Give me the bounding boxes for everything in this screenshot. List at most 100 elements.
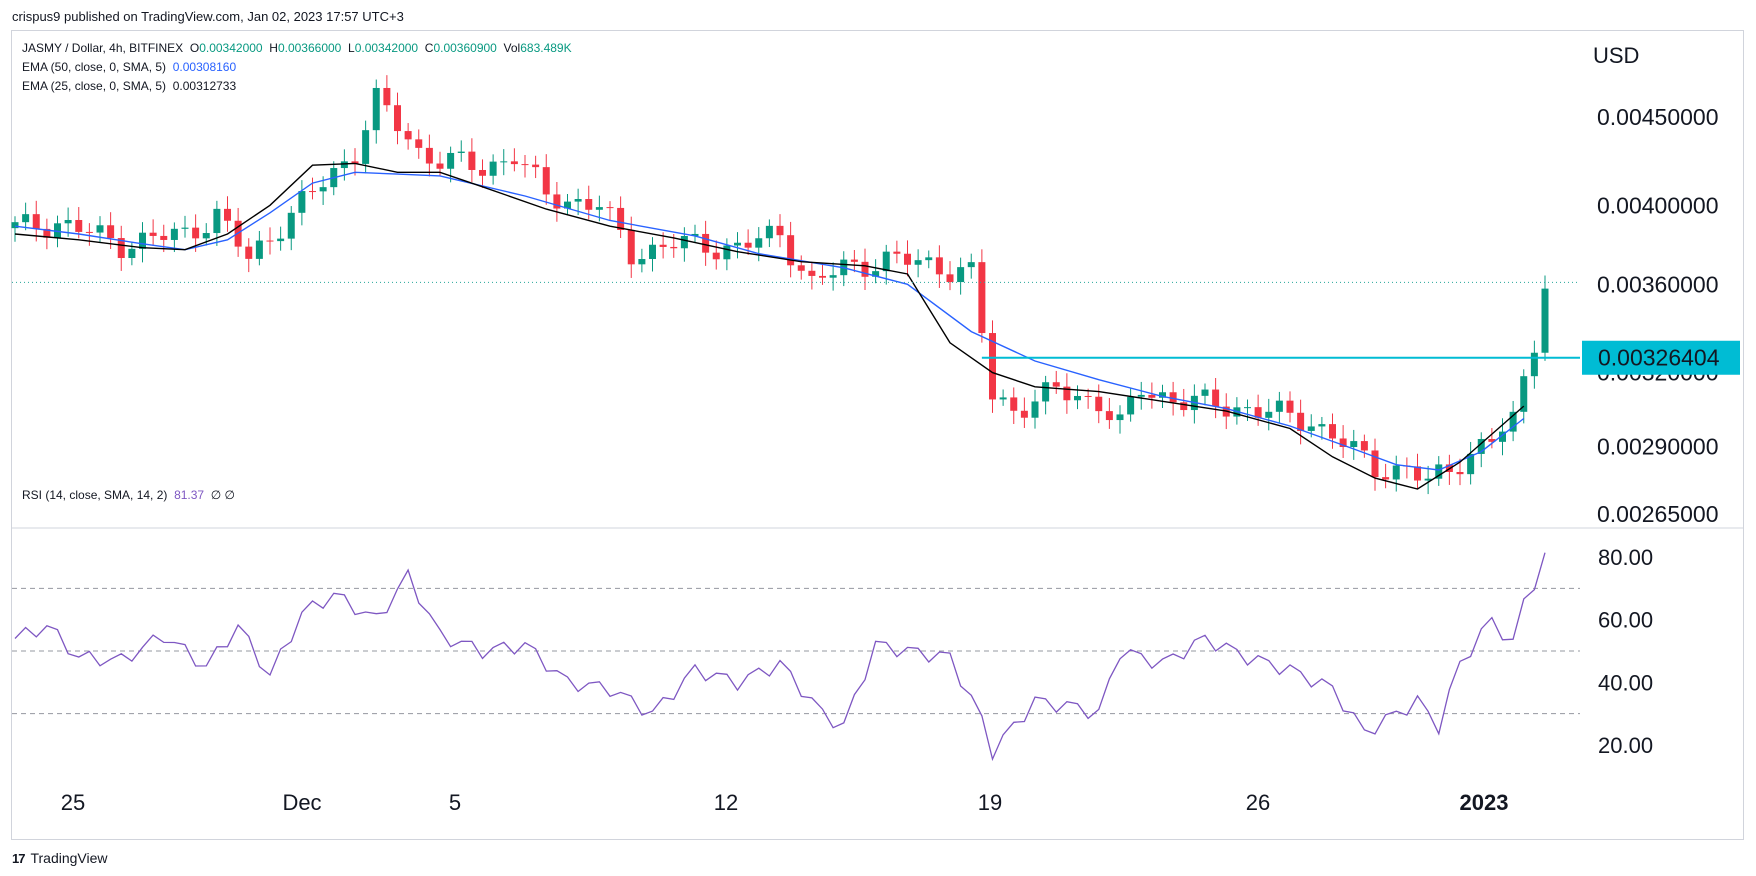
candle-body [776, 225, 784, 236]
candle-body [43, 228, 51, 238]
ema25-legend[interactable]: EMA (25, close, 0, SMA, 5) 0.00312733 [22, 79, 236, 93]
candle-body [1329, 424, 1336, 439]
symbol-legend[interactable]: JASMY / Dollar, 4h, BITFINEX O0.00342000… [22, 41, 572, 55]
candle-body [627, 229, 635, 265]
candle-body [54, 223, 61, 238]
candle-body [755, 238, 763, 248]
x-tick-label: 19 [978, 790, 1002, 815]
candle-body [595, 207, 603, 210]
candle-body [510, 161, 518, 165]
volume-label: Vol [503, 41, 521, 55]
candle-body [542, 167, 550, 195]
candle-body [659, 244, 667, 247]
level-price-label: 0.00326404 [1598, 345, 1720, 371]
ema25-value: 0.00312733 [172, 79, 237, 93]
candle-body [702, 233, 710, 253]
candle-body [351, 161, 359, 164]
candle-body [564, 201, 571, 209]
candle-body [1297, 412, 1305, 431]
candle-body [447, 152, 455, 169]
rsi-label[interactable]: RSI (14, close, SMA, 14, 2) [22, 488, 168, 502]
chart-frame [11, 30, 1744, 840]
candle-body [22, 214, 30, 223]
rsi-tick-label: 60.00 [1598, 608, 1653, 633]
candle-body [11, 222, 19, 229]
ema25-label[interactable]: EMA (25, close, 0, SMA, 5) [22, 79, 167, 93]
candle-body [1339, 438, 1347, 448]
rsi-tick-label: 40.00 [1598, 670, 1653, 695]
candle-body [170, 228, 178, 240]
footer-brand: TradingView [30, 850, 108, 866]
candle-body [309, 191, 316, 193]
y-axis-unit: USD [1593, 43, 1639, 68]
candle-body [1414, 466, 1421, 481]
publisher-header: crispus9 published on TradingView.com, J… [12, 9, 404, 24]
candle-body [489, 161, 497, 176]
candle-body [904, 253, 911, 265]
candle-body [383, 87, 391, 106]
candle-body [1212, 389, 1220, 407]
y-tick-label: 0.00290000 [1597, 433, 1719, 459]
rsi-legend[interactable]: RSI (14, close, SMA, 14, 2) 81.37 ∅ ∅ [22, 488, 235, 502]
candle-body [1254, 407, 1262, 418]
candle-body [1424, 478, 1432, 481]
candle-body [96, 225, 104, 233]
symbol-name[interactable]: JASMY / Dollar, 4h, BITFINEX [22, 41, 184, 55]
candle-body [1063, 386, 1071, 401]
candle-body [861, 261, 869, 277]
candle-body [107, 225, 115, 239]
close-label: C [424, 41, 434, 55]
rsi-tick-label: 80.00 [1598, 545, 1653, 570]
candle-body [224, 208, 231, 221]
y-tick-label: 0.00450000 [1597, 104, 1719, 130]
y-tick-label: 0.00400000 [1597, 192, 1719, 218]
candle-body [872, 271, 880, 277]
candle-body [319, 187, 327, 192]
candle-body [521, 164, 529, 166]
ema50-legend[interactable]: EMA (50, close, 0, SMA, 5) 0.00308160 [22, 60, 236, 74]
x-tick-label: 5 [449, 790, 461, 815]
candle-body [202, 233, 210, 239]
candle-body [117, 238, 125, 259]
candle-body [1360, 441, 1368, 451]
candle-body [989, 333, 996, 400]
ema50-label[interactable]: EMA (50, close, 0, SMA, 5) [22, 60, 167, 74]
candle-body [1541, 288, 1549, 353]
candle-body [819, 275, 826, 278]
candle-body [1275, 400, 1283, 412]
candle-body [479, 169, 486, 176]
candle-body [787, 235, 795, 266]
x-tick-label: 25 [61, 790, 85, 815]
y-tick-label: 0.00360000 [1597, 271, 1719, 297]
candle-body [723, 245, 731, 260]
candle-body [1477, 439, 1485, 454]
candle-body [1467, 453, 1475, 475]
candle-body [1105, 411, 1113, 421]
open-label: O [189, 41, 200, 55]
rsi-tick-label: 20.00 [1598, 733, 1653, 758]
close-value: 0.00360900 [433, 41, 497, 55]
candle-body [394, 105, 401, 132]
candle-body [149, 232, 157, 236]
open-value: 0.00342000 [199, 41, 263, 55]
candle-body [213, 208, 221, 234]
candle-body [1042, 382, 1050, 402]
candle-body [372, 87, 380, 131]
ema50-value: 0.00308160 [172, 60, 237, 74]
level-price-label-box [1582, 340, 1740, 375]
x-tick-label: Dec [282, 790, 321, 815]
candle-body [744, 242, 752, 248]
footer: 17 TradingView [12, 850, 108, 866]
rsi-value: 81.37 [174, 488, 205, 502]
candle-body [1180, 402, 1188, 411]
tradingview-logo-icon: 17 [12, 850, 26, 866]
candle-body [850, 259, 858, 262]
candle-body [1530, 352, 1538, 377]
candle-body [468, 151, 476, 170]
candle-body [638, 259, 646, 265]
candle-body [1010, 397, 1018, 411]
y-tick-label: 0.00265000 [1597, 501, 1719, 527]
candle-body [404, 131, 412, 140]
candle-body [1159, 392, 1166, 398]
